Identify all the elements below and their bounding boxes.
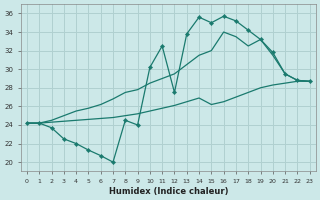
X-axis label: Humidex (Indice chaleur): Humidex (Indice chaleur) xyxy=(108,187,228,196)
